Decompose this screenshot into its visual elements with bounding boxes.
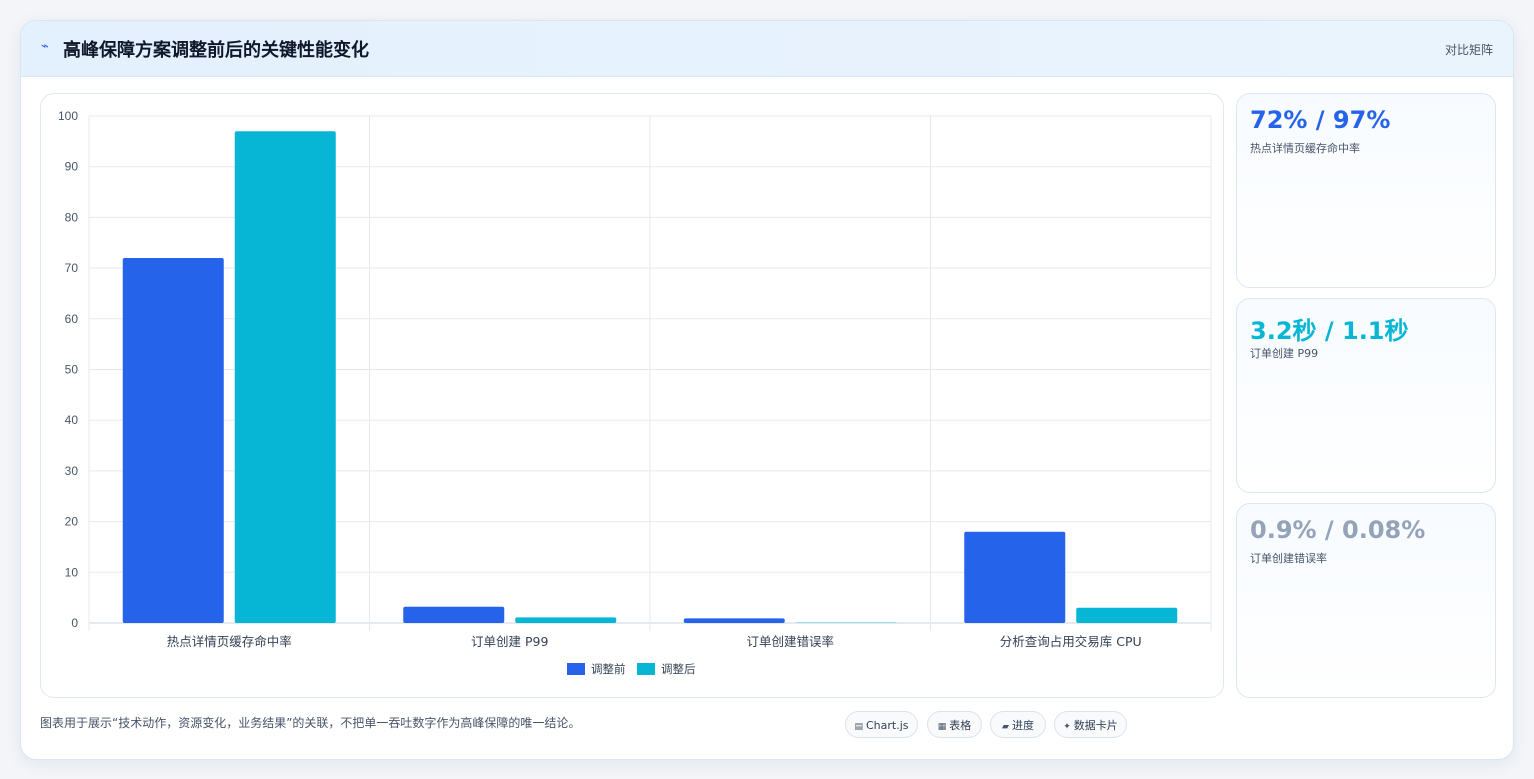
y-tick-label: 40 [65, 413, 79, 427]
kpi-label: 热点详情页缓存命中率 [1250, 142, 1360, 155]
bar-before [683, 618, 785, 623]
chart-icon: ▤ [854, 722, 863, 732]
card-header: ⌁ 高峰保障方案调整前后的关键性能变化 对比矩阵 [21, 21, 1513, 77]
y-tick-label: 10 [65, 565, 79, 579]
chip-label: 表格 [949, 719, 972, 732]
chip-data-card[interactable]: ✦ 数据卡片 [1054, 711, 1127, 738]
lightning-icon: ⌁ [41, 39, 49, 54]
y-tick-label: 100 [58, 109, 78, 123]
chip-chartjs[interactable]: ▤ Chart.js [845, 711, 918, 738]
bar-before [403, 606, 505, 623]
y-tick-label: 50 [65, 363, 79, 377]
y-tick-label: 30 [65, 464, 79, 478]
y-tick-label: 90 [65, 160, 79, 174]
x-tick-label: 分析查询占用交易库 CPU [1000, 634, 1142, 649]
y-tick-label: 70 [65, 261, 79, 275]
bar-chart: 0 10 20 30 40 50 60 70 80 90 100 热点详情页缓存命中率 订单创建 P99… [58, 109, 1212, 676]
kpi-label: 订单创建错误率 [1250, 552, 1327, 565]
kpi-card-order-p99: 3.2秒 / 1.1秒 订单创建 P99 [1236, 298, 1496, 493]
table-icon: ▦ [937, 722, 947, 732]
page-title: 高峰保障方案调整前后的关键性能变化 [63, 40, 369, 61]
legend-swatch [637, 663, 655, 675]
legend-label: 调整前 [591, 662, 626, 676]
y-tick-label: 20 [65, 515, 79, 529]
bar-after [1076, 607, 1178, 623]
kpi-value: 3.2秒 / 1.1秒 [1250, 317, 1409, 345]
x-tick-label: 热点详情页缓存命中率 [167, 634, 292, 649]
progress-icon: ▰ [1002, 722, 1009, 732]
chip-table[interactable]: ▦ 表格 [927, 711, 982, 738]
x-tick-label: 订单创建 P99 [471, 634, 548, 649]
comparison-matrix-label: 对比矩阵 [1444, 43, 1493, 57]
legend-label: 调整后 [661, 662, 696, 676]
chip-label: 进度 [1011, 719, 1034, 732]
chart-card: ⌁ 高峰保障方案调整前后的关键性能变化 对比矩阵 0 10 20 30 40 50 60 70… [20, 20, 1514, 760]
y-tick-label: 80 [65, 210, 79, 224]
chip-label: 数据卡片 [1073, 719, 1118, 732]
kpi-label: 订单创建 P99 [1250, 347, 1319, 360]
kpi-value: 72% / 97% [1250, 106, 1391, 134]
bar-before [964, 531, 1066, 623]
kpi-value: 0.9% / 0.08% [1250, 516, 1426, 544]
x-tick-label: 订单创建错误率 [746, 634, 834, 649]
legend-swatch [567, 663, 585, 675]
bar-chart-panel: 0 10 20 30 40 50 60 70 80 90 100 热点详情页缓存命中率 订单创建 P99… [40, 93, 1224, 698]
chip-label: Chart.js [866, 719, 909, 732]
chip-progress[interactable]: ▰ 进度 [990, 711, 1046, 738]
footer-note: 图表用于展示“技术动作，资源变化，业务结果”的关联，不把单一吞吐数字作为高峰保障… [40, 716, 581, 730]
y-tick-label: 60 [65, 312, 79, 326]
y-tick-label: 0 [71, 616, 78, 630]
kpi-card-cache-hit: 72% / 97% 热点详情页缓存命中率 [1236, 93, 1496, 288]
bar-after [234, 131, 336, 623]
bar-before [122, 257, 224, 623]
data-card-icon: ✦ [1063, 722, 1071, 732]
bar-after [515, 617, 617, 623]
kpi-card-error-rate: 0.9% / 0.08% 订单创建错误率 [1236, 503, 1496, 698]
